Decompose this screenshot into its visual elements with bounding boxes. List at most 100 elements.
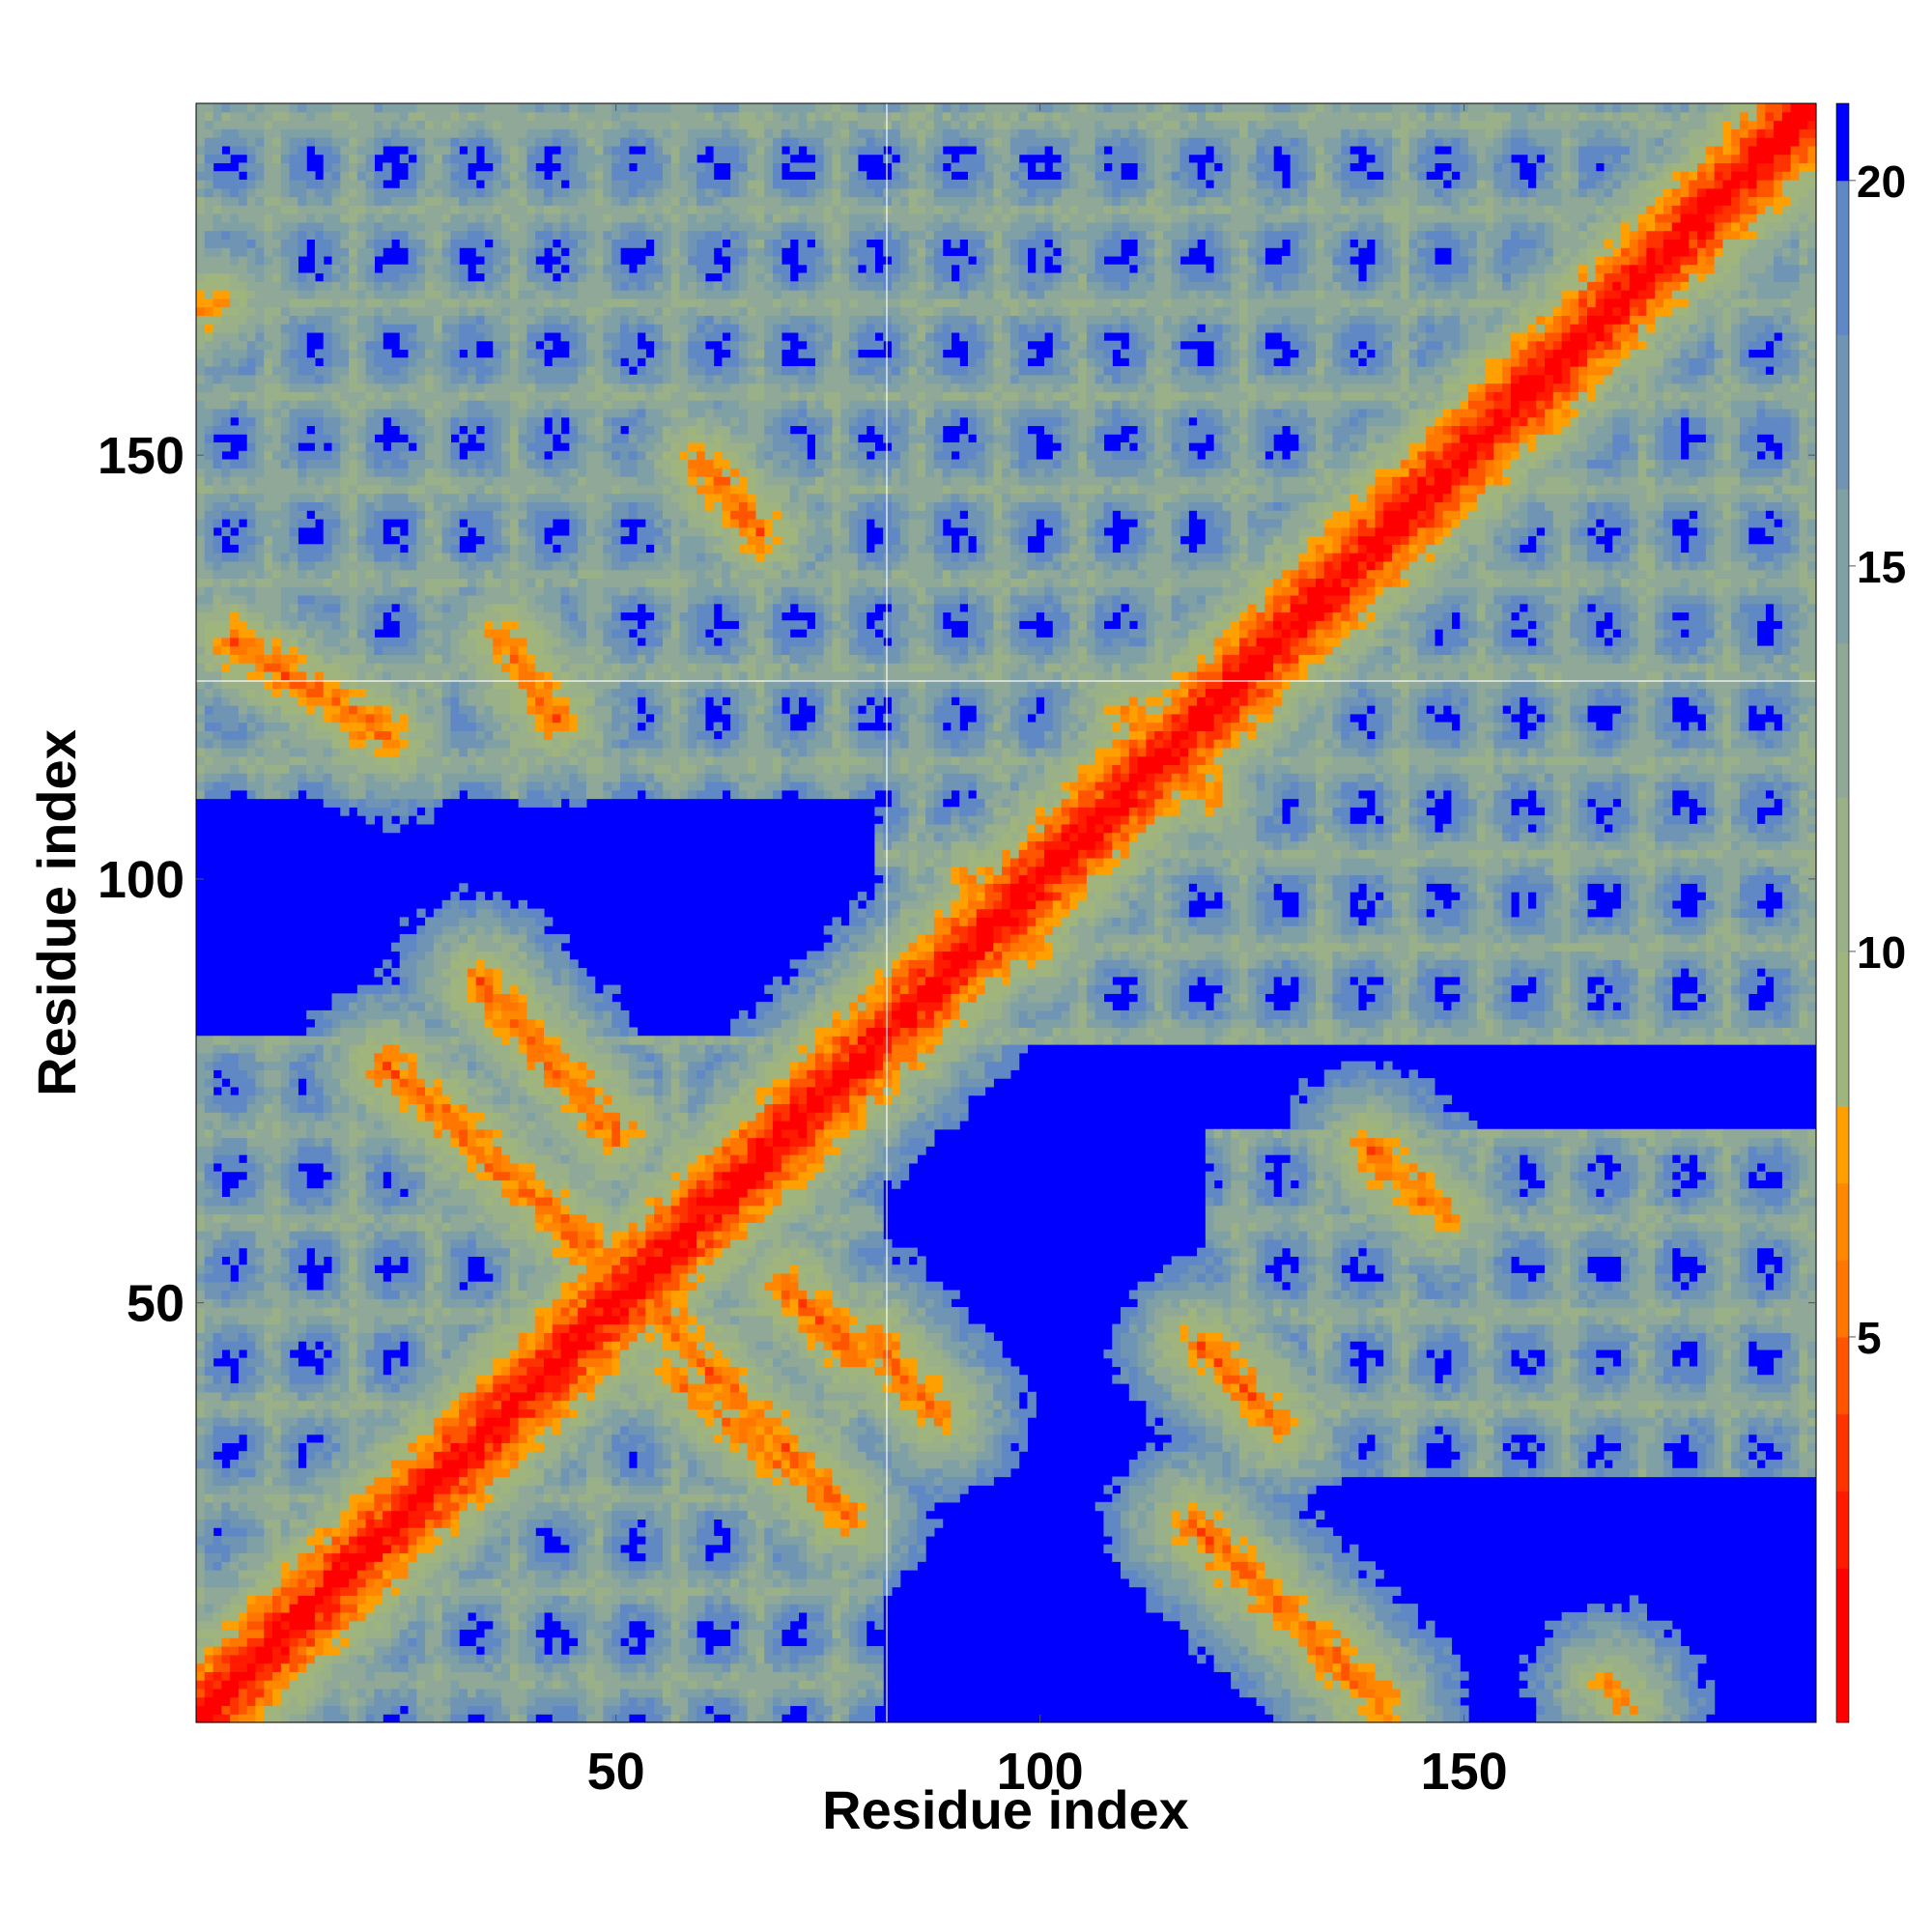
heatmap-cell	[357, 332, 366, 341]
heatmap-cell	[264, 1350, 272, 1358]
heatmap-cell	[383, 375, 391, 384]
heatmap-cell	[272, 1231, 281, 1239]
heatmap-cell	[315, 1401, 324, 1409]
heatmap-cell	[434, 1663, 442, 1672]
heatmap-cell	[221, 1214, 230, 1223]
heatmap-cell	[264, 1671, 272, 1680]
heatmap-cell	[324, 1477, 332, 1486]
heatmap-cell	[281, 1172, 290, 1180]
heatmap-cell	[272, 366, 281, 375]
heatmap-cell	[349, 468, 357, 476]
heatmap-cell	[290, 1493, 298, 1502]
heatmap-cell	[239, 527, 247, 536]
heatmap-cell	[349, 570, 357, 579]
heatmap-cell	[290, 764, 298, 773]
heatmap-cell	[391, 1392, 400, 1401]
heatmap-cell	[331, 103, 340, 112]
heatmap-cell	[298, 510, 306, 519]
heatmap-cell	[239, 1545, 247, 1553]
heatmap-cell	[324, 1129, 332, 1138]
heatmap-cell	[298, 1154, 306, 1163]
heatmap-cell	[409, 1460, 417, 1468]
heatmap-cell	[434, 705, 442, 714]
heatmap-cell	[442, 391, 451, 400]
heatmap-cell	[221, 1435, 230, 1443]
heatmap-cell	[331, 1264, 340, 1273]
heatmap-cell	[290, 561, 298, 570]
heatmap-cell	[230, 1095, 239, 1104]
heatmap-cell	[272, 527, 281, 536]
heatmap-cell	[383, 1154, 391, 1163]
heatmap-cell	[230, 1069, 239, 1078]
heatmap-cell	[290, 468, 298, 476]
heatmap-cell	[425, 1027, 434, 1036]
heatmap-cell	[196, 705, 205, 714]
heatmap-cell	[357, 137, 366, 146]
heatmap-cell	[324, 1163, 332, 1172]
heatmap-cell	[450, 1604, 459, 1612]
heatmap-cell	[366, 1121, 375, 1129]
heatmap-cell	[298, 1298, 306, 1307]
heatmap-cell	[230, 273, 239, 282]
heatmap-cell	[349, 1595, 357, 1604]
heatmap-cell	[196, 1324, 205, 1333]
heatmap-cell	[264, 1062, 272, 1070]
heatmap-cell	[196, 1408, 205, 1417]
heatmap-cell	[272, 1511, 281, 1520]
heatmap-cell	[239, 570, 247, 579]
heatmap-cell	[383, 1138, 391, 1147]
heatmap-cell	[340, 146, 349, 155]
heatmap-cell	[416, 332, 425, 341]
heatmap-cell	[221, 1231, 230, 1239]
heatmap-cell	[290, 1163, 298, 1172]
heatmap-cell	[349, 1103, 357, 1112]
heatmap-cell	[409, 629, 417, 638]
heatmap-cell	[450, 993, 459, 1002]
heatmap-cell	[416, 638, 425, 646]
heatmap-cell	[331, 1553, 340, 1562]
heatmap-cell	[357, 239, 366, 247]
heatmap-cell	[281, 696, 290, 705]
heatmap-cell	[416, 723, 425, 731]
heatmap-cell	[315, 1426, 324, 1435]
heatmap-cell	[230, 476, 239, 485]
heatmap-cell	[221, 1545, 230, 1553]
heatmap-cell	[306, 468, 315, 476]
heatmap-cell	[221, 586, 230, 595]
heatmap-cell	[315, 146, 324, 155]
heatmap-cell	[434, 748, 442, 756]
heatmap-cell	[213, 409, 222, 417]
heatmap-cell	[409, 1206, 417, 1214]
heatmap-cell	[450, 723, 459, 731]
heatmap-cell	[247, 544, 256, 553]
heatmap-cell	[434, 1621, 442, 1630]
heatmap-cell	[315, 714, 324, 723]
heatmap-cell	[239, 417, 247, 426]
heatmap-cell	[416, 909, 425, 918]
heatmap-cell	[239, 578, 247, 586]
heatmap-cell	[264, 1078, 272, 1087]
heatmap-cell	[239, 409, 247, 417]
heatmap-cell	[290, 332, 298, 341]
heatmap-cell	[409, 654, 417, 663]
heatmap-cell	[349, 213, 357, 222]
heatmap-cell	[298, 739, 306, 748]
heatmap-cell	[425, 925, 434, 934]
heatmap-cell	[391, 696, 400, 705]
heatmap-cell	[324, 1222, 332, 1231]
heatmap-cell	[400, 773, 409, 781]
heatmap-cell	[400, 730, 409, 739]
heatmap-cell	[239, 781, 247, 790]
heatmap-cell	[221, 696, 230, 705]
heatmap-cell	[324, 1536, 332, 1545]
heatmap-cell	[230, 1426, 239, 1435]
heatmap-cell	[374, 205, 383, 213]
heatmap-cell	[366, 324, 375, 332]
heatmap-cell	[434, 188, 442, 197]
heatmap-cell	[196, 1146, 205, 1154]
heatmap-cell	[247, 646, 256, 655]
heatmap-cell	[290, 1578, 298, 1587]
heatmap-cell	[324, 222, 332, 231]
heatmap-cell	[416, 739, 425, 748]
heatmap-cell	[425, 993, 434, 1002]
